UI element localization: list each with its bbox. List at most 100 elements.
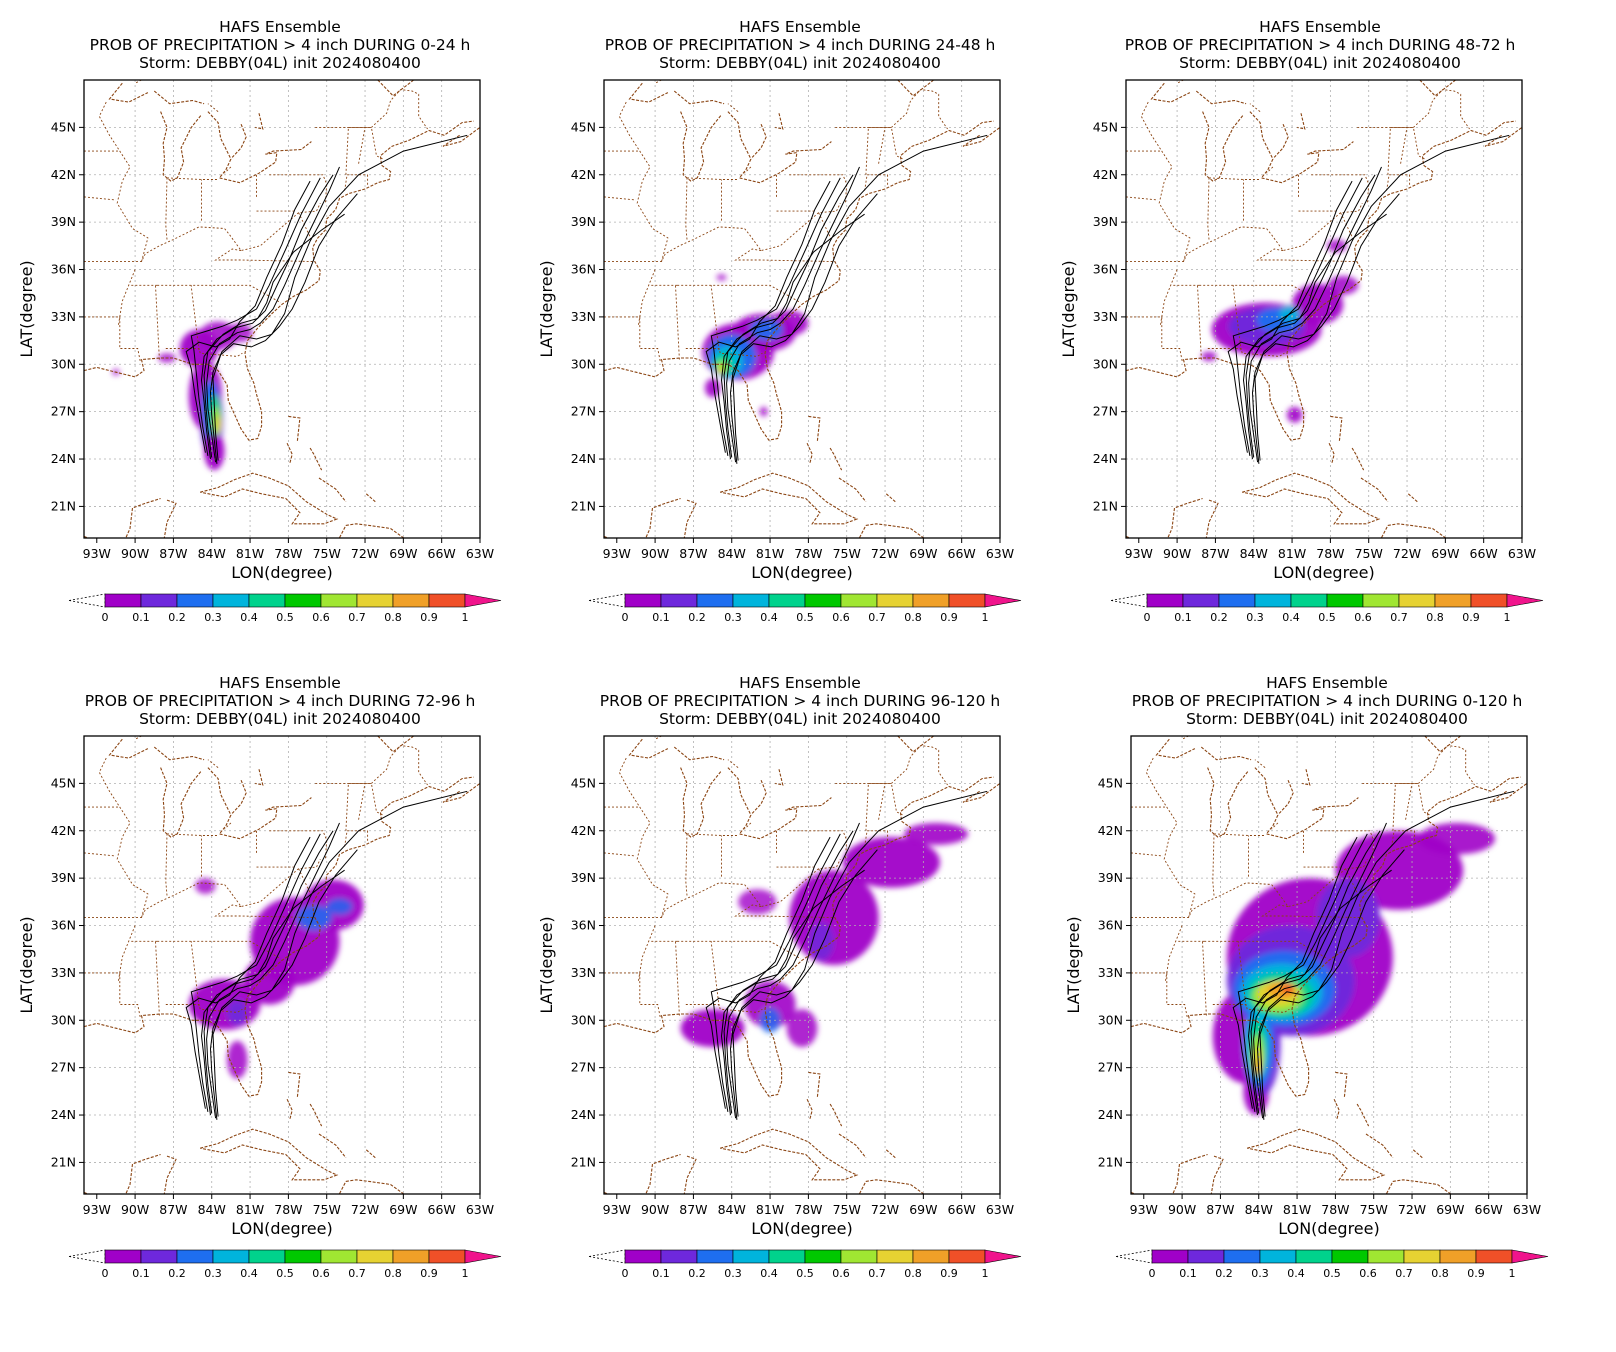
lat-tick-label: 33N <box>571 309 596 324</box>
coastline <box>207 767 312 840</box>
state-border <box>166 833 219 836</box>
colorbar-tick-label: 0 <box>622 611 629 624</box>
colorbar-segment <box>1439 1249 1477 1264</box>
colorbar-tick-label: 0.4 <box>760 611 778 624</box>
coastline <box>720 1128 859 1181</box>
colorbar: 0 0.1 0.2 0.3 0.4 0.5 0.6 0.7 0.8 0.9 1 <box>68 1249 502 1280</box>
ensemble-track <box>1232 836 1358 1109</box>
coastline <box>84 1153 161 1194</box>
colorbar-segment <box>696 1249 734 1264</box>
coastline <box>286 442 293 464</box>
colorbar-tick-label: 0.4 <box>240 1267 258 1280</box>
colorbar-tick-label: 0.3 <box>204 1267 222 1280</box>
coastline <box>680 767 722 838</box>
coastline <box>628 738 669 759</box>
colorbar-segment <box>212 1249 250 1264</box>
colorbar-tick-label: 0.5 <box>1323 1267 1341 1280</box>
x-axis-label: LON(degree) <box>231 1219 332 1238</box>
ensemble-track <box>185 180 311 453</box>
state-border <box>1256 248 1358 263</box>
ensemble-track <box>185 836 311 1109</box>
colorbar-segment <box>1146 593 1184 608</box>
coastline <box>1202 111 1244 182</box>
precip-area <box>717 367 724 374</box>
coastline <box>1333 1098 1340 1120</box>
state-border <box>214 248 316 263</box>
lon-tick-label: 84W <box>1245 1202 1273 1217</box>
lat-tick-label: 30N <box>571 1012 596 1027</box>
coastline <box>604 497 681 538</box>
lon-tick-label: 72W <box>871 546 899 561</box>
map-background <box>604 736 1000 1194</box>
lat-tick-label: 42N <box>51 823 76 838</box>
colorbar-tick-label: 0 <box>102 611 109 624</box>
lat-tick-label: 33N <box>1098 965 1123 980</box>
coastline <box>673 746 725 761</box>
lat-tick-label: 24N <box>571 451 596 466</box>
colorbar-over-triangle <box>464 1249 502 1264</box>
colorbar-segment <box>140 1249 178 1264</box>
map-area: 93W 90W 87W 84W 81W 78W 75W 72W 69W 66W 63W 45N 42N 3… <box>1064 735 1541 1238</box>
lat-tick-label: 21N <box>1093 498 1118 513</box>
colorbar-over-triangle <box>1511 1249 1549 1264</box>
state-border <box>1237 941 1247 1007</box>
lat-tick-label: 24N <box>51 451 76 466</box>
colorbar-segment <box>1223 1249 1261 1264</box>
colorbar-tick-label: 0.8 <box>904 611 922 624</box>
state-border <box>1207 348 1285 357</box>
lon-tick-label: 90W <box>121 546 149 561</box>
coastline <box>377 736 418 753</box>
lon-tick-label: 63W <box>466 546 494 561</box>
lon-tick-label: 87W <box>159 546 187 561</box>
lon-tick-label: 93W <box>603 546 631 561</box>
colorbar-tick-label: 0.9 <box>1462 611 1480 624</box>
coastline <box>604 120 994 441</box>
lon-tick-label: 66W <box>1475 1202 1503 1217</box>
coastline <box>1210 1155 1224 1194</box>
state-border <box>686 177 739 180</box>
coastline <box>1380 523 1447 538</box>
colorbar-segment <box>732 1249 770 1264</box>
map-frame <box>603 735 1001 1195</box>
state-border <box>298 212 312 240</box>
state-border <box>1160 269 1178 325</box>
map-inner <box>1131 736 1527 1194</box>
state-border <box>118 925 136 981</box>
state-border <box>1345 868 1359 896</box>
ensemble-track <box>190 177 321 456</box>
state-border <box>685 833 688 896</box>
state-border <box>1145 756 1196 918</box>
coastline <box>1126 120 1516 441</box>
colorbar-segment <box>248 593 286 608</box>
coastline <box>1200 746 1252 761</box>
lon-tick-label: 75W <box>1360 1202 1388 1217</box>
state-border <box>1271 822 1279 830</box>
coastline <box>727 767 832 840</box>
state-border <box>1212 1004 1290 1013</box>
ensemble-track <box>710 833 841 1112</box>
coastline <box>885 493 896 503</box>
coastline <box>673 90 725 105</box>
lat-tick-label: 30N <box>571 356 596 371</box>
precip-area <box>789 870 879 965</box>
lon-tick-label: 78W <box>794 1202 822 1217</box>
coastline <box>309 447 323 471</box>
lat-tick-label: 27N <box>51 404 76 419</box>
ensemble-track <box>200 174 334 460</box>
state-border <box>1131 852 1163 857</box>
lat-tick-label: 27N <box>571 404 596 419</box>
colorbar-segment <box>1151 1249 1189 1264</box>
state-border <box>638 269 656 325</box>
precip-area <box>1201 351 1217 362</box>
coastline <box>160 111 202 182</box>
lat-tick-label: 36N <box>1098 918 1123 933</box>
colorbar-tick-label: 0.3 <box>1251 1267 1269 1280</box>
precip-area <box>904 822 969 845</box>
panel-storm-line: Storm: DEBBY(04L) init 2024080400 <box>659 54 941 72</box>
lon-tick-label: 93W <box>83 1202 111 1217</box>
state-border <box>1387 126 1426 175</box>
lat-tick-label: 39N <box>51 214 76 229</box>
colorbar-segment <box>356 593 394 608</box>
colorbar-segment <box>320 593 358 608</box>
